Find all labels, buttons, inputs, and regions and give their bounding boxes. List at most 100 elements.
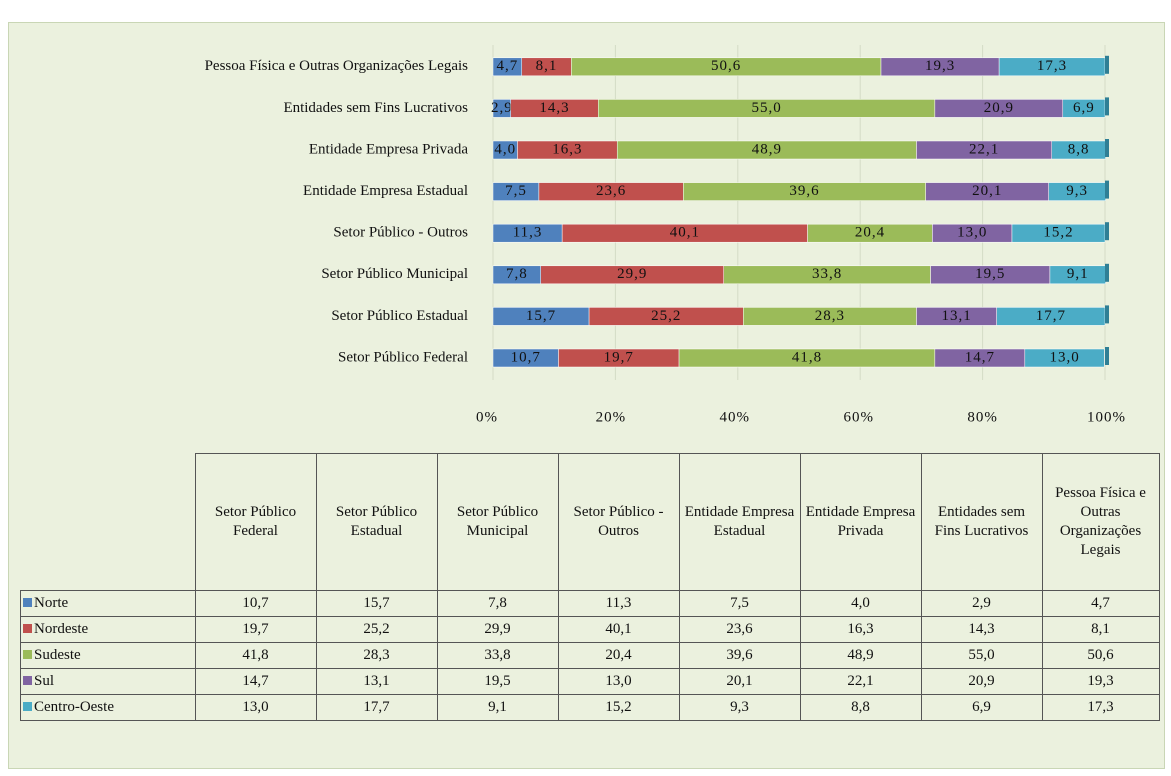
table-cell: 6,9 [920,694,1043,721]
legend-swatch [23,676,32,685]
data-label: 33,8 [812,266,842,282]
data-label: 13,1 [941,308,971,324]
bar-edge [1105,222,1109,241]
table-cell: 8,8 [799,694,922,721]
legend-cell: Centro-Oeste [20,694,196,721]
data-label: 39,6 [789,183,819,199]
legend-cell: Sul [20,668,196,695]
data-label: 6,9 [1073,100,1095,116]
y-tick-label: Entidades sem Fins Lucrativos [283,100,468,116]
table-cell: 19,5 [436,668,559,695]
data-label: 20,1 [972,183,1002,199]
table-cell: 20,4 [557,642,680,669]
bar-edge [1105,263,1109,282]
data-label: 20,4 [855,225,885,241]
data-label: 2,9 [491,100,513,116]
table-cell: 19,7 [194,616,317,643]
data-label: 4,0 [494,141,516,157]
table-cell: 9,3 [678,694,801,721]
y-tick-label: Entidade Empresa Privada [309,141,468,157]
legend-cell: Sudeste [20,642,196,669]
data-label: 22,1 [969,141,999,157]
table-cell: 48,9 [799,642,922,669]
table-row: Norte 10,7 15,7 7,8 11,3 7,5 4,0 2,9 4,7 [20,590,1160,617]
table-cell: 23,6 [678,616,801,643]
data-label: 40,1 [670,225,700,241]
data-label: 9,3 [1066,183,1088,199]
data-label: 8,8 [1068,141,1090,157]
y-tick-label: Setor Público - Outros [333,225,468,241]
data-label: 10,7 [511,349,541,365]
table-cell: 29,9 [436,616,559,643]
table-row: Centro-Oeste 13,0 17,7 9,1 15,2 9,3 8,8 6,9 17,3 [20,694,1160,721]
table-row: Sudeste 41,8 28,3 33,8 20,4 39,6 48,9 55,0 50,6 [20,642,1160,669]
table-row: Sul 14,7 13,1 19,5 13,0 20,1 22,1 20,9 19,3 [20,668,1160,695]
data-label: 19,3 [925,58,955,74]
data-label: 14,3 [539,100,569,116]
table-cell: 14,7 [194,668,317,695]
table-cell: 41,8 [194,642,317,669]
y-tick-label: Pessoa Física e Outras Organizações Lega… [205,58,469,74]
table-cell: 7,5 [678,590,801,617]
table-cell: 8,1 [1041,616,1160,643]
data-label: 29,9 [617,266,647,282]
column-header: Entidade Empresa Privada [799,453,922,591]
blank-cell [20,453,196,591]
data-label: 4,7 [497,58,519,74]
data-label: 28,3 [815,308,845,324]
table-cell: 9,1 [436,694,559,721]
data-label: 17,7 [1036,308,1066,324]
data-label: 15,2 [1043,225,1073,241]
data-label: 17,3 [1037,58,1067,74]
data-label: 14,7 [965,349,995,365]
data-label: 19,7 [604,349,634,365]
table-cell: 17,7 [315,694,438,721]
legend-cell: Nordeste [20,616,196,643]
bar-edge [1105,139,1109,157]
table-cell: 2,9 [920,590,1043,617]
table-cell: 20,9 [920,668,1043,695]
table-cell: 25,2 [315,616,438,643]
data-label: 13,0 [957,225,987,241]
table-cell: 16,3 [799,616,922,643]
column-header: Setor Público - Outros [557,453,680,591]
column-header: Setor Público Federal [194,453,317,591]
x-tick-label: 100% [1087,409,1126,425]
x-tick-label: 20% [596,409,627,425]
legend-label: Centro-Oeste [34,699,114,715]
column-header: Pessoa Física e Outras Organizações Lega… [1041,453,1160,591]
table-cell: 13,1 [315,668,438,695]
legend-label: Sudeste [34,647,81,663]
table-cell: 7,8 [436,590,559,617]
table-cell: 22,1 [799,668,922,695]
data-label: 20,9 [984,100,1014,116]
data-label: 9,1 [1067,266,1089,282]
legend-cell: Norte [20,590,196,617]
y-tick-label: Setor Público Federal [338,349,468,365]
data-label: 25,2 [651,308,681,324]
y-tick-label: Entidade Empresa Estadual [303,183,468,199]
table-cell: 28,3 [315,642,438,669]
table-cell: 13,0 [557,668,680,695]
table-cell: 40,1 [557,616,680,643]
data-label: 15,7 [526,308,556,324]
data-label: 7,8 [506,266,528,282]
data-label: 13,0 [1049,349,1079,365]
column-header: Setor Público Municipal [436,453,559,591]
table-body: Norte 10,7 15,7 7,8 11,3 7,5 4,0 2,9 4,7 Nordeste… [20,590,1160,721]
data-label: 50,6 [711,58,741,74]
column-header: Entidade Empresa Estadual [678,453,801,591]
table-cell: 15,2 [557,694,680,721]
data-label: 19,5 [975,266,1005,282]
data-label: 41,8 [792,349,822,365]
data-label: 16,3 [552,141,582,157]
data-label: 8,1 [536,58,558,74]
bar-edge [1105,347,1109,365]
table-cell: 50,6 [1041,642,1160,669]
x-tick-label: 60% [843,409,874,425]
table-cell: 17,3 [1041,694,1160,721]
chart: 0% 20% 40% 60% 80% 100% Setor Público Federal 1… [205,45,1126,425]
table-cell: 33,8 [436,642,559,669]
data-label: 11,3 [513,225,543,241]
